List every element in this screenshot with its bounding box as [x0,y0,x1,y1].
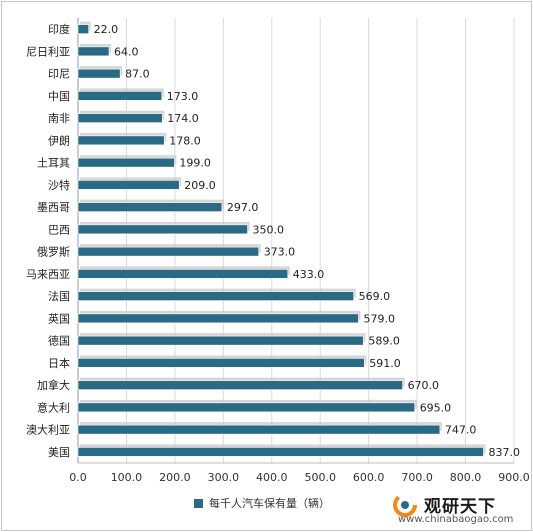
bar-value-label: 747.0 [445,424,477,437]
bar-value-label: 64.0 [114,45,139,58]
bar [77,447,484,457]
y-category-label: 印度 [48,22,70,36]
bar-value-label: 350.0 [253,223,284,236]
bar [77,358,365,368]
x-tick-label: 100.0 [111,471,143,484]
bar-value-label: 589.0 [368,335,400,348]
y-category-label: 伊朗 [48,134,70,147]
y-category-label: 印尼 [48,68,70,81]
bar-value-label: 670.0 [408,379,440,392]
bar [77,46,110,57]
legend-label: 每千人汽车保有量（辆） [209,497,330,510]
x-tick-label: 200.0 [159,471,191,484]
x-tick-label: 400.0 [256,471,288,484]
y-category-label: 中国 [48,90,70,103]
y-category-label: 俄罗斯 [37,246,70,259]
x-tick-label: 900.0 [498,471,530,484]
bar [77,313,359,324]
bar-value-label: 433.0 [293,268,325,281]
bar-value-label: 173.0 [167,90,199,103]
bar-value-label: 695.0 [420,401,452,414]
bar-value-label: 373.0 [264,246,296,259]
y-category-label: 美国 [48,446,70,459]
bar-value-label: 591.0 [369,357,401,370]
bar [77,202,223,212]
bar [77,68,121,79]
y-category-label: 南非 [48,112,70,125]
brand-url: www.chinabaogao.com [398,514,514,525]
y-category-label: 意大利 [37,400,70,414]
x-tick-label: 600.0 [353,471,385,484]
brand-name: 观研天下 [424,497,496,517]
bar-value-label: 297.0 [227,201,259,214]
y-category-label: 马来西亚 [26,268,70,281]
bar [77,380,403,390]
bar-value-label: 87.0 [125,68,150,81]
y-category-label: 英国 [48,311,70,325]
bar [77,224,248,235]
bar [77,424,441,435]
bar-value-label: 569.0 [359,290,391,303]
bar [77,246,259,257]
x-tick-label: 800.0 [450,471,482,484]
y-category-label: 沙特 [48,178,70,192]
x-tick-label: 500.0 [304,471,336,484]
y-category-label: 法国 [48,289,70,303]
bar [77,157,175,168]
bar [77,91,163,101]
bar [77,180,180,190]
bar-value-label: 22.0 [94,23,119,36]
x-tick-label: 0.0 [69,471,87,484]
x-tick-label: 700.0 [401,471,433,484]
bar-value-label: 178.0 [169,134,201,147]
y-category-label: 德国 [48,334,70,348]
y-category-label: 尼日利亚 [26,45,70,58]
bar [77,402,415,413]
bar-value-label: 579.0 [363,312,395,325]
bar-value-label: 837.0 [488,446,519,459]
chart-legend: 每千人汽车保有量（辆） [194,494,330,512]
bar-value-label: 199.0 [179,157,211,170]
bar-value-label: 209.0 [184,179,216,192]
y-category-label: 土耳其 [37,157,70,170]
bar [77,291,354,301]
bar-value-label: 174.0 [167,112,199,125]
bar [77,135,165,146]
y-category-label: 加拿大 [37,378,70,392]
bar [77,269,289,279]
bar [77,335,364,346]
y-category-label: 日本 [48,356,70,370]
bar [77,24,89,34]
legend-swatch [194,498,203,508]
y-category-label: 澳大利亚 [26,423,70,437]
brand-watermark: 观研天下 www.chinabaogao.com [392,490,532,530]
y-category-label: 巴西 [48,223,70,236]
y-category-label: 墨西哥 [37,201,70,214]
bar [77,113,163,123]
circular-arrow-logo-icon [393,493,417,517]
x-tick-label: 300.0 [208,471,240,484]
